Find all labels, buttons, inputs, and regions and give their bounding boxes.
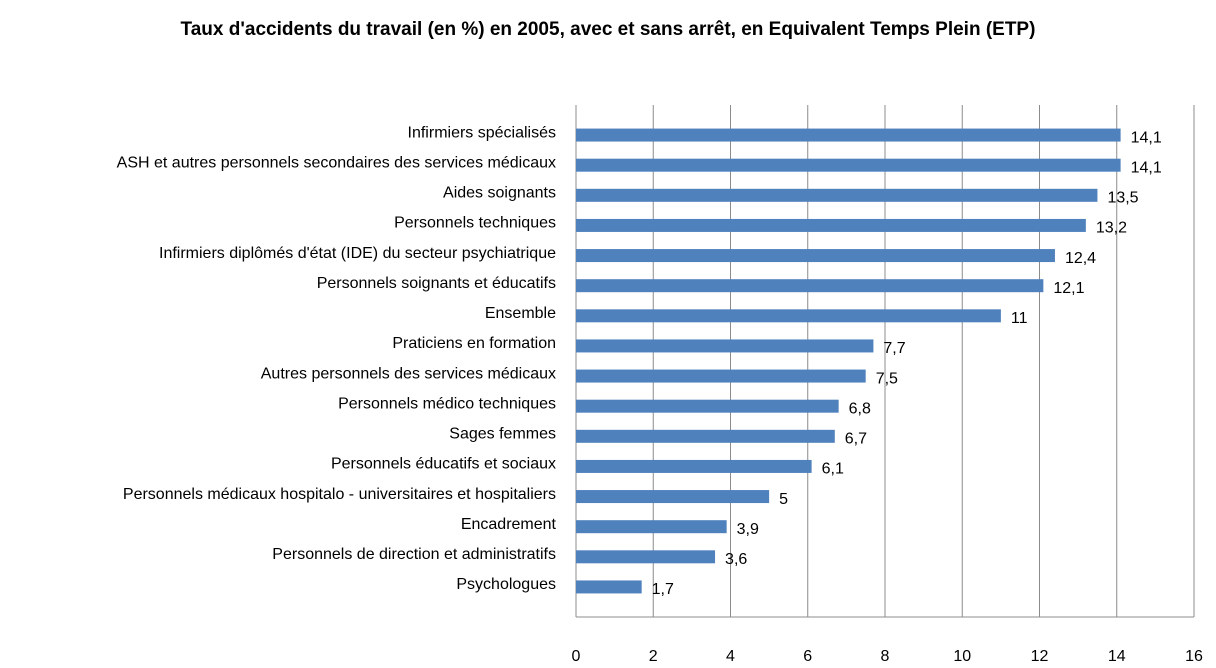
bar xyxy=(576,339,874,353)
y-tick-label: Personnels soignants et éducatifs xyxy=(317,275,556,292)
bar xyxy=(576,520,727,534)
x-tick-label: 14 xyxy=(1108,648,1126,665)
y-tick-label: Personnels médico techniques xyxy=(338,395,556,412)
data-label: 6,1 xyxy=(822,461,844,478)
data-label: 3,9 xyxy=(737,521,759,538)
data-label: 14,1 xyxy=(1131,159,1162,176)
data-label: 6,8 xyxy=(849,400,871,417)
data-label: 7,5 xyxy=(876,370,898,387)
bar xyxy=(576,369,866,383)
data-label: 12,4 xyxy=(1065,250,1096,267)
data-label: 5 xyxy=(779,491,788,508)
data-label: 13,2 xyxy=(1096,220,1127,237)
bar xyxy=(576,128,1121,142)
x-tick-label: 12 xyxy=(1031,648,1049,665)
data-label: 6,7 xyxy=(845,431,867,448)
x-tick-label: 6 xyxy=(803,648,812,665)
bar xyxy=(576,218,1086,232)
x-tick-label: 2 xyxy=(649,648,658,665)
bar xyxy=(576,399,839,413)
y-tick-label: Autres personnels des services médicaux xyxy=(261,365,556,382)
y-tick-label: ASH et autres personnels secondaires des… xyxy=(117,154,556,171)
chart-title: Taux d'accidents du travail (en %) en 20… xyxy=(180,19,1036,40)
bar xyxy=(576,249,1055,263)
bar xyxy=(576,158,1121,172)
y-tick-label: Personnels de direction et administratif… xyxy=(272,546,556,563)
data-label: 3,6 xyxy=(725,551,747,568)
x-tick-label: 10 xyxy=(953,648,971,665)
data-label: 14,1 xyxy=(1131,129,1162,146)
y-tick-label: Personnels médicaux hospitalo - universi… xyxy=(123,486,556,503)
y-tick-label: Psychologues xyxy=(456,576,556,593)
y-tick-label: Infirmiers diplômés d'état (IDE) du sect… xyxy=(159,245,556,262)
y-tick-label: Ensemble xyxy=(485,305,556,322)
y-tick-label: Praticiens en formation xyxy=(392,335,556,352)
data-label: 1,7 xyxy=(652,581,674,598)
data-label: 13,5 xyxy=(1107,190,1138,207)
x-tick-label: 4 xyxy=(726,648,735,665)
data-label: 12,1 xyxy=(1053,280,1084,297)
x-tick-label: 8 xyxy=(881,648,890,665)
y-tick-label: Sages femmes xyxy=(449,426,556,443)
bar xyxy=(576,459,812,473)
bar xyxy=(576,550,716,564)
x-tick-label: 16 xyxy=(1185,648,1203,665)
bar xyxy=(576,188,1098,202)
y-tick-label: Personnels éducatifs et sociaux xyxy=(331,456,556,473)
bar xyxy=(576,580,642,594)
x-tick-label: 0 xyxy=(572,648,581,665)
bar xyxy=(576,309,1001,323)
data-label: 11 xyxy=(1011,310,1028,327)
y-tick-label: Personnels techniques xyxy=(394,215,556,232)
y-tick-label: Encadrement xyxy=(461,516,557,533)
y-tick-label: Aides soignants xyxy=(443,185,556,202)
data-label: 7,7 xyxy=(883,340,905,357)
y-tick-label: Infirmiers spécialisés xyxy=(408,124,556,141)
bar xyxy=(576,490,770,504)
bar xyxy=(576,279,1044,293)
bar xyxy=(576,429,835,443)
